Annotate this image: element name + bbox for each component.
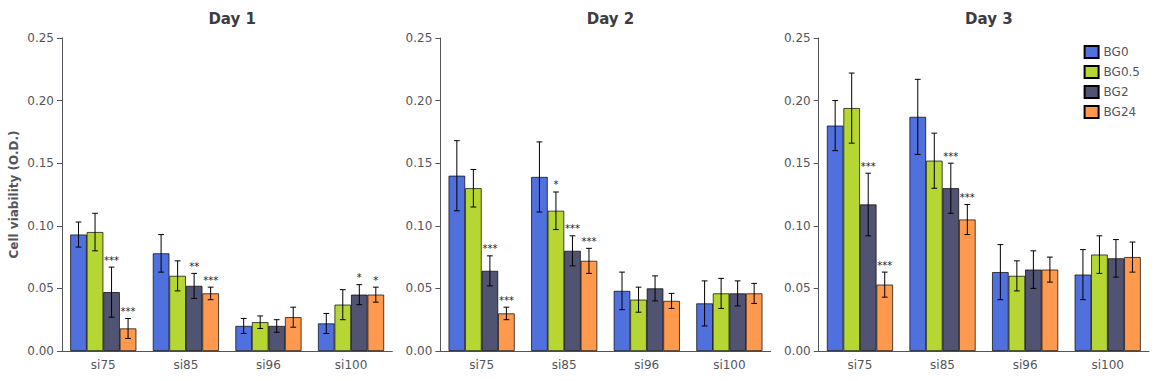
svg-text:0.15: 0.15 xyxy=(784,156,811,170)
svg-text:0.25: 0.25 xyxy=(27,31,54,45)
svg-text:0.10: 0.10 xyxy=(784,219,811,233)
svg-text:si85: si85 xyxy=(930,358,955,372)
svg-text:Day 3: Day 3 xyxy=(965,10,1013,28)
svg-text:***: *** xyxy=(482,243,497,254)
svg-text:0.10: 0.10 xyxy=(27,219,54,233)
svg-text:***: *** xyxy=(121,306,136,317)
svg-text:*: * xyxy=(357,272,362,283)
svg-text:si100: si100 xyxy=(713,358,746,372)
svg-text:si75: si75 xyxy=(91,358,116,372)
svg-text:0.15: 0.15 xyxy=(27,156,54,170)
svg-text:si96: si96 xyxy=(1013,358,1038,372)
svg-text:***: *** xyxy=(565,223,580,234)
svg-text:BG24: BG24 xyxy=(1104,105,1137,119)
svg-text:Cell viability (O.D.): Cell viability (O.D.) xyxy=(7,130,21,258)
svg-text:si75: si75 xyxy=(469,358,494,372)
svg-text:0.00: 0.00 xyxy=(406,344,433,358)
svg-text:BG2: BG2 xyxy=(1104,85,1129,99)
svg-text:0.05: 0.05 xyxy=(784,281,811,295)
svg-text:**: ** xyxy=(189,261,199,272)
svg-text:0.20: 0.20 xyxy=(27,94,54,108)
svg-text:***: *** xyxy=(581,236,596,247)
svg-text:*: * xyxy=(553,179,558,190)
svg-text:***: *** xyxy=(861,161,876,172)
svg-text:0.15: 0.15 xyxy=(406,156,433,170)
svg-text:si85: si85 xyxy=(552,358,577,372)
svg-text:*: * xyxy=(373,275,378,286)
svg-text:BG0.5: BG0.5 xyxy=(1104,65,1140,79)
svg-text:0.10: 0.10 xyxy=(406,219,433,233)
svg-text:si85: si85 xyxy=(173,358,198,372)
svg-text:***: *** xyxy=(943,151,958,162)
svg-text:***: *** xyxy=(203,275,218,286)
svg-text:0.05: 0.05 xyxy=(406,281,433,295)
svg-text:0.20: 0.20 xyxy=(406,94,433,108)
svg-text:***: *** xyxy=(877,260,892,271)
svg-text:0.00: 0.00 xyxy=(784,344,811,358)
svg-text:si100: si100 xyxy=(335,358,368,372)
svg-text:si75: si75 xyxy=(848,358,873,372)
svg-text:***: *** xyxy=(104,255,119,266)
svg-text:0.00: 0.00 xyxy=(27,344,54,358)
svg-text:si100: si100 xyxy=(1091,358,1124,372)
svg-text:***: *** xyxy=(499,295,514,306)
svg-text:Day 2: Day 2 xyxy=(587,10,635,28)
svg-text:0.05: 0.05 xyxy=(27,281,54,295)
svg-text:0.20: 0.20 xyxy=(784,94,811,108)
svg-text:0.25: 0.25 xyxy=(784,31,811,45)
svg-text:Day 1: Day 1 xyxy=(208,10,256,28)
svg-text:BG0: BG0 xyxy=(1104,45,1129,59)
svg-text:***: *** xyxy=(960,192,975,203)
svg-text:si96: si96 xyxy=(256,358,281,372)
svg-text:si96: si96 xyxy=(634,358,659,372)
svg-text:0.25: 0.25 xyxy=(406,31,433,45)
